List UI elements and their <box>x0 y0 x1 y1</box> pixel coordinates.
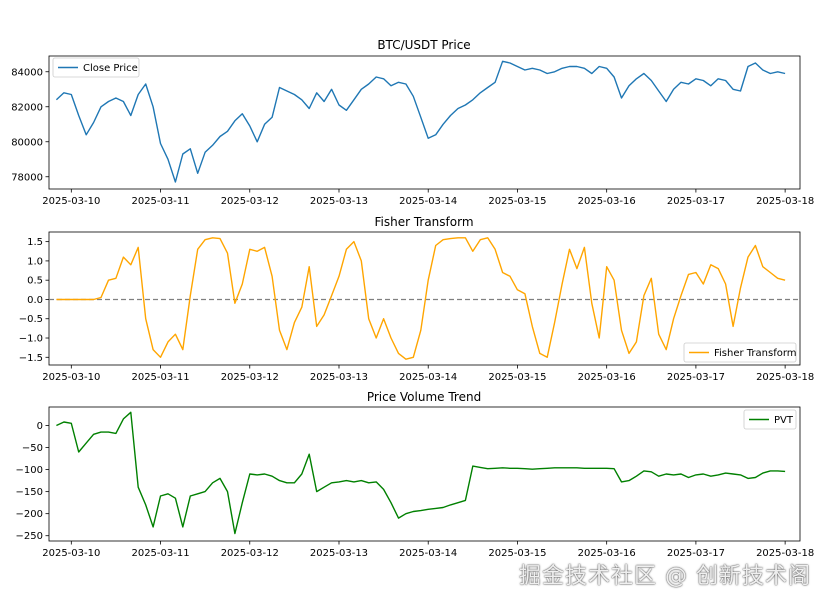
pvt-legend-box <box>743 409 797 430</box>
price-plot-frame <box>48 55 801 190</box>
pvt-series-line <box>56 411 786 535</box>
fisher-x-tick-label: 2025-03-13 <box>310 372 368 383</box>
fisher-legend-box <box>683 342 797 363</box>
price-x-tick-label: 2025-03-14 <box>399 196 457 207</box>
fisher-x-tick-label: 2025-03-10 <box>42 372 100 383</box>
pvt-x-tick-label: 2025-03-16 <box>578 548 636 559</box>
pvt-series <box>56 411 786 535</box>
fisher-panel: Fisher Transform −1.5 −1.0 −0.5 0.0 0.5 1.0 1.… <box>19 215 814 383</box>
pvt-x-tick-label: 2025-03-12 <box>221 548 279 559</box>
pvt-plot-frame <box>48 406 801 542</box>
pvt-x-tick-label: 2025-03-15 <box>488 548 546 559</box>
pvt-x-tick-label: 2025-03-10 <box>42 548 100 559</box>
pvt-x-tick-label: 2025-03-13 <box>310 548 368 559</box>
fisher-x-tick-label: 2025-03-11 <box>131 372 189 383</box>
fisher-y-tick-label: −1.0 <box>19 334 43 345</box>
fisher-legend: Fisher Transform <box>683 342 797 363</box>
pvt-y-tick-label: −150 <box>16 487 43 498</box>
price-y-axis: 78000 80000 82000 84000 <box>11 67 49 183</box>
fisher-x-tick-label: 2025-03-15 <box>488 372 546 383</box>
fisher-y-axis: −1.5 −1.0 −0.5 0.0 0.5 1.0 1.5 <box>19 237 49 364</box>
price-legend: Close Price <box>52 57 140 78</box>
price-x-tick-label: 2025-03-12 <box>221 196 279 207</box>
pvt-x-axis: 2025-03-10 2025-03-11 2025-03-12 2025-03-13… <box>42 541 814 559</box>
fisher-x-tick-label: 2025-03-17 <box>667 372 725 383</box>
fisher-x-axis: 2025-03-10 2025-03-11 2025-03-12 2025-03-13… <box>42 365 814 383</box>
price-legend-box <box>52 57 140 78</box>
fisher-plot-frame <box>48 231 801 366</box>
price-y-tick-label: 80000 <box>11 137 43 148</box>
pvt-chart-title: Price Volume Trend <box>367 390 481 404</box>
price-x-axis: 2025-03-10 2025-03-11 2025-03-12 2025-03-13… <box>42 189 814 207</box>
fisher-chart-title: Fisher Transform <box>374 215 473 229</box>
price-x-tick-label: 2025-03-11 <box>131 196 189 207</box>
fisher-x-tick-label: 2025-03-18 <box>756 372 814 383</box>
price-x-tick-label: 2025-03-18 <box>756 196 814 207</box>
fisher-y-tick-label: 1.0 <box>27 256 43 267</box>
price-x-tick-label: 2025-03-10 <box>42 196 100 207</box>
price-y-tick-label: 82000 <box>11 102 43 113</box>
price-chart-title: BTC/USDT Price <box>377 38 470 52</box>
price-x-tick-label: 2025-03-15 <box>488 196 546 207</box>
pvt-legend: PVT <box>743 409 797 430</box>
pvt-legend-label: PVT <box>774 415 794 426</box>
price-x-tick-label: 2025-03-16 <box>578 196 636 207</box>
fisher-series <box>56 237 786 360</box>
pvt-panel: Price Volume Trend −250−200−150−100−500 … <box>16 390 815 559</box>
fisher-x-tick-label: 2025-03-12 <box>221 372 279 383</box>
price-y-tick-label: 78000 <box>11 172 43 183</box>
fisher-x-tick-label: 2025-03-14 <box>399 372 457 383</box>
fisher-y-tick-label: 0.5 <box>27 276 43 287</box>
pvt-y-tick-label: 0 <box>37 421 43 432</box>
fisher-series-line <box>56 237 786 360</box>
pvt-y-tick-label: −50 <box>22 443 43 454</box>
fisher-y-tick-label: 1.5 <box>27 237 43 248</box>
fisher-legend-label: Fisher Transform <box>714 348 797 359</box>
fisher-y-tick-label: −1.5 <box>19 353 43 364</box>
pvt-x-tick-label: 2025-03-11 <box>131 548 189 559</box>
price-legend-label: Close Price <box>83 63 138 74</box>
fisher-x-tick-label: 2025-03-16 <box>578 372 636 383</box>
fisher-y-tick-label: −0.5 <box>19 314 43 325</box>
price-panel: BTC/USDT Price 78000 80000 82000 84000 2025… <box>11 38 814 207</box>
price-x-tick-label: 2025-03-13 <box>310 196 368 207</box>
pvt-y-tick-label: −200 <box>16 509 43 520</box>
pvt-y-tick-label: −250 <box>16 531 43 542</box>
pvt-x-tick-label: 2025-03-14 <box>399 548 457 559</box>
price-series-line <box>55 60 786 183</box>
price-series <box>55 60 786 183</box>
price-y-tick-label: 84000 <box>11 67 43 78</box>
pvt-x-tick-label: 2025-03-18 <box>756 548 814 559</box>
price-x-tick-label: 2025-03-17 <box>667 196 725 207</box>
watermark-text: 掘金技术社区 @ 创新技术阁 <box>519 564 811 589</box>
pvt-y-tick-label: −100 <box>16 465 43 476</box>
pvt-y-axis: −250 −200 −150 −100 −50 0 <box>16 421 49 542</box>
pvt-x-tick-label: 2025-03-17 <box>667 548 725 559</box>
fisher-y-tick-label: 0.0 <box>27 295 43 306</box>
